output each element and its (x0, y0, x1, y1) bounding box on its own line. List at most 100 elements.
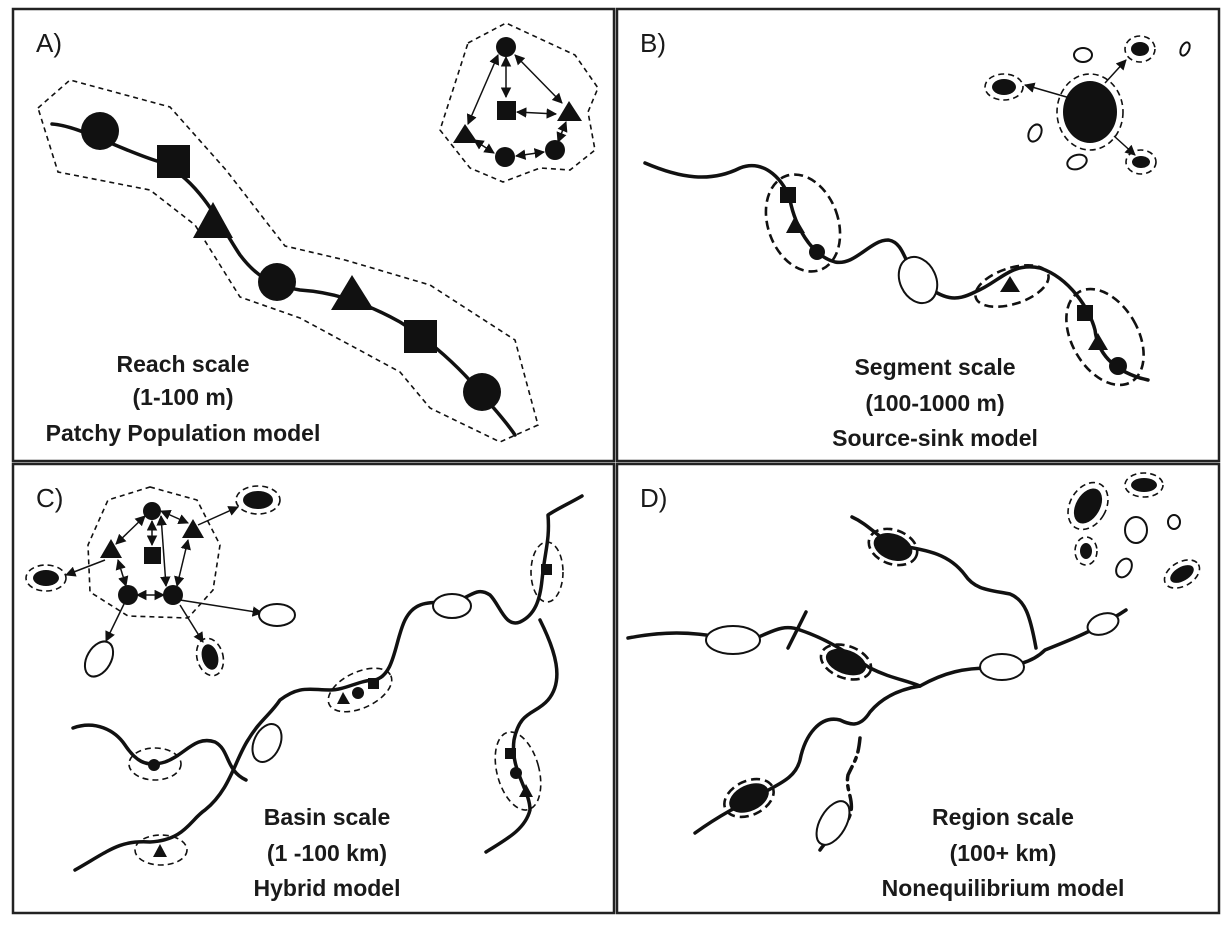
panel-c-caption-line1: Basin scale (264, 804, 391, 830)
region-southwest-branch (693, 684, 922, 835)
region-occupied-patch-3 (729, 783, 769, 813)
patchy-population-outline (37, 79, 539, 443)
region-inset-occupied-1 (1073, 488, 1103, 524)
region-inset-occupied-2 (1131, 478, 1157, 492)
hybrid-network-inset (25, 485, 296, 678)
basin-triangle-3 (519, 784, 533, 797)
panel-c-caption-line3: Hybrid model (254, 875, 401, 901)
network-outline (439, 22, 599, 183)
panel-d-caption-line1: Region scale (932, 804, 1074, 830)
hybrid-outline (87, 486, 221, 619)
region-barrier (786, 610, 808, 650)
basin-halo-3 (327, 667, 393, 713)
basin-halo-5 (494, 731, 542, 811)
b-triangle-2 (1000, 276, 1020, 292)
panel-d-caption-line2: (100+ km) (950, 840, 1057, 866)
hybrid-circle-top (143, 502, 161, 520)
b-triangle-3 (1088, 333, 1108, 350)
empty-patch-top (1073, 47, 1093, 63)
panel-d-frame (615, 462, 1221, 915)
region-empty-patch-1 (705, 625, 761, 655)
hybrid-halo-topright (235, 485, 281, 515)
panel-a-caption-line3: Patchy Population model (46, 420, 321, 446)
region-inset-empty-1 (1124, 516, 1148, 544)
basin-tributary-left (71, 723, 248, 782)
panel-b-caption-line1: Segment scale (854, 354, 1015, 380)
hybrid-sink-bottom (201, 644, 219, 670)
basin-circle-3 (510, 767, 522, 779)
hybrid-empty-bottomleft (83, 640, 115, 678)
region-empty-patch-4 (815, 800, 851, 846)
region-inset-occupied-4 (1170, 565, 1194, 583)
b-square-1 (780, 187, 796, 203)
panel-a-frame (11, 7, 616, 463)
panel-b: B) Segment sca (640, 28, 1191, 451)
sink-top (1131, 42, 1149, 56)
basin-square-1 (368, 678, 379, 689)
network-circle-top (496, 37, 516, 57)
empty-patch-bottom (1066, 153, 1088, 171)
hybrid-square (144, 547, 161, 564)
panel-b-label: B) (640, 28, 666, 58)
hybrid-sink-left (33, 570, 59, 586)
basin-square-2 (541, 564, 552, 575)
basin-halo-1 (128, 747, 182, 781)
sink-halo-top (1124, 35, 1156, 63)
hybrid-circle-right (163, 585, 183, 605)
basin-circle-2 (352, 687, 364, 699)
basin-tributary-right (484, 618, 559, 854)
panel-d: D) Region scale (100+ (626, 472, 1201, 901)
hybrid-triangle-left (100, 539, 122, 558)
region-inset-occupied-3 (1080, 543, 1092, 559)
empty-patch-top-right (1179, 41, 1191, 57)
pop-circle-1 (81, 112, 119, 150)
hybrid-empty-right (258, 603, 296, 627)
pop-circle-3 (463, 373, 501, 411)
panel-c-label: C) (36, 483, 63, 513)
panel-a: A) Reach scale (1-100 m) P (36, 22, 599, 446)
segment-river (643, 161, 1150, 382)
panel-a-caption-line1: Reach scale (117, 351, 250, 377)
sink-patch-river (897, 255, 939, 305)
network-square (497, 101, 516, 120)
region-inset-empty-2 (1167, 514, 1181, 530)
panel-b-caption-line3: Source-sink model (832, 425, 1038, 451)
sink-halo-left (984, 73, 1024, 101)
region-inset-empty-3 (1115, 557, 1133, 579)
region-occupied-patch-2 (873, 532, 913, 562)
sink-halo-bottom (1125, 149, 1157, 175)
b-circle-2 (1109, 357, 1127, 375)
panel-d-label: D) (640, 483, 667, 513)
region-occupied-patch-1 (825, 648, 867, 676)
pop-circle-2 (258, 263, 296, 301)
network-triangle-left (453, 124, 478, 143)
source-patch (1063, 81, 1117, 143)
region-empty-patch-3 (1086, 612, 1120, 636)
panel-c-caption-line2: (1 -100 km) (267, 840, 387, 866)
pop-triangle-1 (193, 202, 233, 238)
region-halo-3 (723, 777, 775, 819)
pop-square-2 (404, 320, 437, 353)
subpop-halo-2 (974, 263, 1050, 309)
basin-triangle-1 (153, 844, 167, 857)
region-halo-1 (819, 643, 873, 681)
basin-halo-4 (530, 541, 564, 603)
patchy-network-inset (439, 22, 599, 183)
panel-d-caption-line3: Nonequilibrium model (882, 875, 1125, 901)
b-triangle-1 (786, 216, 805, 233)
hybrid-triangle-right (182, 519, 204, 538)
empty-patch-left (1027, 123, 1043, 143)
subpop-halo-3 (1065, 287, 1145, 387)
b-circle-1 (809, 244, 825, 260)
subpop-halo-1 (764, 173, 842, 273)
panel-a-caption-line2: (1-100 m) (133, 384, 234, 410)
panel-c: C) (25, 483, 584, 901)
panel-a-label: A) (36, 28, 62, 58)
region-isolated-patches (1067, 472, 1201, 589)
region-halo-2 (867, 527, 919, 567)
b-square-2 (1077, 305, 1093, 321)
panel-c-frame (11, 462, 616, 915)
basin-square-3 (505, 748, 516, 759)
sink-left (992, 79, 1016, 95)
panel-b-caption-line2: (100-1000 m) (865, 390, 1004, 416)
